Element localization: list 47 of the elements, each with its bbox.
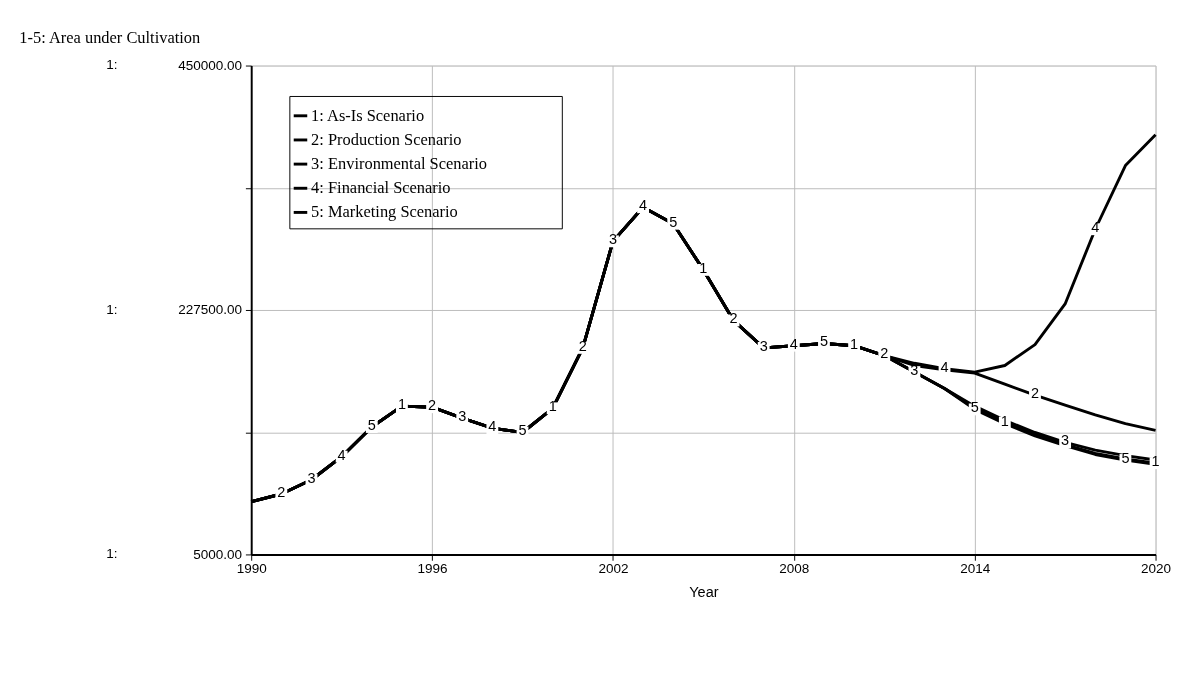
annotation: 1 [1000,412,1009,429]
annotation: 5 [367,416,376,433]
annotation: 5 [819,333,828,350]
annotation: 2 [1030,385,1040,402]
annotation: 1 [699,259,708,276]
annotation: 1 [548,398,557,415]
annotation: 2 [880,345,889,362]
annotation: 4 [1091,219,1100,236]
legend-label: 5: Marketing Scenario [311,202,458,222]
y-tick-label: 450000.00 [178,57,243,73]
x-axis-title: Year [689,584,719,601]
annotation: 3 [608,231,617,248]
legend-label: 2: Production Scenario [311,129,462,149]
annotation: 3 [458,408,467,425]
annotation: 3 [759,337,768,354]
annotation: 2 [428,397,437,414]
annotation: 5 [970,399,979,416]
annotation: 5 [518,422,527,439]
annotation: 4 [789,335,798,352]
text: 1: [106,546,118,562]
x-tick-label: 1996 [417,561,448,577]
legend-label: 4: Financial Scenario [311,178,451,198]
x-tick-label: 2014 [960,561,991,577]
x-tick-label: 2002 [598,561,629,577]
annotation: 3 [307,469,316,486]
annotation: 4 [639,197,648,214]
annotation: 4 [488,418,497,434]
x-tick-label: 2020 [1141,561,1172,577]
annotation: 5 [669,213,678,230]
y-tick-label: 5000.00 [193,546,243,562]
annotation: 4 [940,358,949,375]
annotation: 4 [337,446,346,463]
text: 1: [106,301,118,317]
x-tick-label: 2008 [779,561,810,577]
legend-label: 3: Environmental Scenario [311,153,487,173]
text: 1-5: Area under Cultivation [19,28,201,48]
annotation: 3 [1061,432,1070,449]
annotation: 5 [1121,449,1130,466]
annotation: 1 [850,335,859,352]
annotation: 1 [397,396,406,413]
x-tick-label: 1990 [236,561,267,577]
annotation: 1 [1151,453,1160,470]
annotation: 2 [729,310,738,327]
text: 1: [106,57,118,73]
annotation: 2 [277,483,286,500]
y-tick-label: 227500.00 [178,302,243,318]
legend-label: 1: As-Is Scenario [311,105,425,125]
